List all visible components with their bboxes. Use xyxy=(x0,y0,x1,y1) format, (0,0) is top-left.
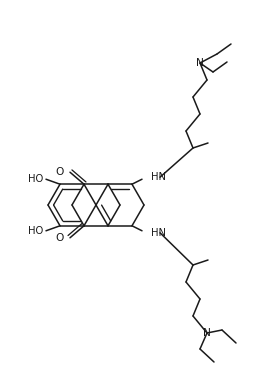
Text: N: N xyxy=(196,58,204,68)
Text: O: O xyxy=(56,167,64,177)
Text: HN: HN xyxy=(151,172,166,182)
Text: HN: HN xyxy=(151,228,166,238)
Text: N: N xyxy=(203,328,211,338)
Text: HO: HO xyxy=(28,226,43,236)
Text: HO: HO xyxy=(28,174,43,184)
Text: O: O xyxy=(56,233,64,243)
